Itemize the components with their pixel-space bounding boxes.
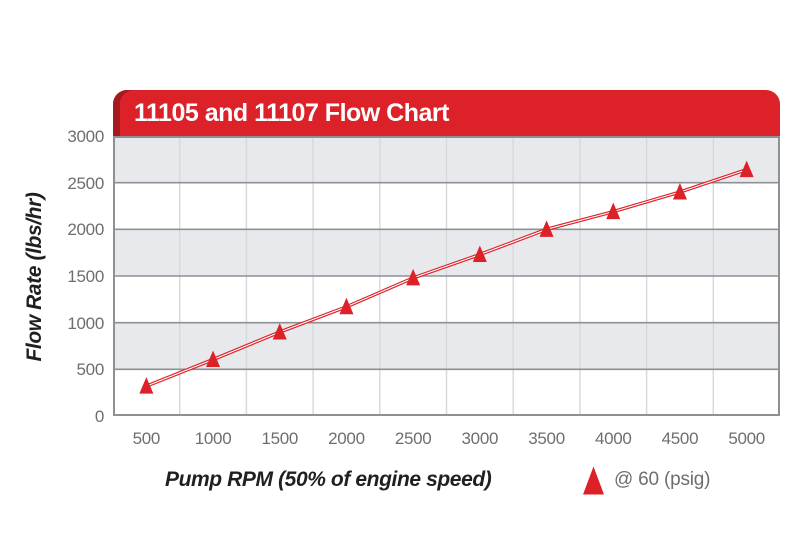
x-axis-title: Pump RPM (50% of engine speed): [165, 468, 492, 491]
x-tick-label: 500: [132, 429, 161, 448]
data-point-triangle-marker: [206, 350, 221, 368]
series-line-highlight: [146, 169, 747, 387]
x-tick-label: 1500: [261, 429, 299, 448]
chart-title: 11105 and 11107 Flow Chart: [134, 99, 449, 127]
data-point-triangle-marker: [139, 377, 154, 394]
data-point-triangle-marker: [606, 202, 621, 220]
y-tick-label: 500: [76, 360, 105, 380]
x-tick-label: 2000: [328, 429, 365, 448]
x-tick-label: 4000: [594, 429, 632, 448]
plot-frame: [113, 136, 780, 416]
y-tick-label: 2000: [67, 220, 104, 240]
data-point-triangle-marker: [339, 297, 354, 315]
legend: @ 60 (psig): [582, 464, 710, 496]
data-point-triangle-marker: [472, 245, 487, 263]
data-point-triangle-marker: [672, 183, 687, 200]
legend-triangle-shape: [583, 466, 604, 494]
chart-title-banner: 11105 and 11107 Flow Chart: [113, 90, 780, 136]
data-point-triangle-marker: [539, 220, 554, 237]
y-tick-label: 3000: [67, 127, 104, 146]
y-tick-label: 0: [94, 407, 104, 426]
legend-label: @ 60 (psig): [614, 469, 711, 490]
y-axis-title: Flow Rate (lbs/hr): [23, 192, 46, 362]
y-tick-label: 1500: [67, 267, 104, 286]
x-tick-label: 3500: [528, 429, 565, 448]
y-tick-label: 2500: [67, 173, 104, 193]
data-point-triangle-marker: [406, 268, 421, 286]
x-tick-label: 2500: [394, 429, 432, 448]
data-point-triangle-marker: [739, 160, 754, 178]
plot-area: [113, 136, 780, 416]
data-point-triangle-marker: [272, 323, 287, 340]
chart-canvas: [113, 136, 780, 416]
legend-marker-triangle-icon: [583, 466, 604, 494]
x-tick-label: 5000: [728, 429, 765, 448]
x-tick-label: 3000: [461, 429, 499, 448]
y-tick-label: 1000: [67, 313, 104, 333]
x-tick-label: 1000: [194, 429, 232, 448]
x-tick-label: 4500: [661, 429, 699, 448]
